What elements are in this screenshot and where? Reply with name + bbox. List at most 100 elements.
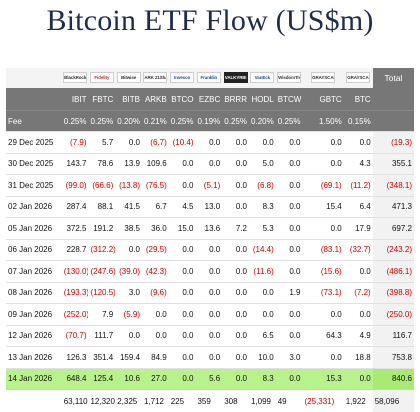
flow-cell-btc: 0.0 <box>344 132 373 154</box>
fee-btcw: 0.25% <box>276 111 303 132</box>
flow-cell-ezbc: 0.0 <box>195 239 222 261</box>
flow-cell-gbtc: (69.1) <box>302 175 343 197</box>
ticker-total-blank <box>373 88 414 111</box>
row-date: 31 Dec 2025 <box>6 175 62 197</box>
row-total-cell: 116.7 <box>373 325 414 347</box>
flow-cell-fbtc: 5.7 <box>88 132 115 154</box>
flow-cell-btc: 4.9 <box>344 325 373 347</box>
cumulative-total-btcw: 49 <box>276 390 303 412</box>
flow-cell-ibit: (130.0) <box>62 261 89 283</box>
totals-label-blank <box>6 390 62 412</box>
flow-cell-hodl: 5.3 <box>249 218 276 240</box>
row-date: 13 Jan 2026 <box>6 347 62 369</box>
ticker-gbtc: GBTC <box>302 88 343 111</box>
grayscale-gbtc-logo-icon: GRAYSCALE <box>311 72 335 83</box>
flow-cell-gbtc: 0.0 <box>302 304 343 326</box>
flow-cell-btcw: 0.0 <box>276 325 303 347</box>
flow-cell-btco: 15.0 <box>169 218 196 240</box>
blackrock-logo-icon: BlackRock <box>63 72 87 83</box>
flow-cell-ibit: (252.0) <box>62 304 89 326</box>
flow-cell-ibit: 287.4 <box>62 196 89 218</box>
flow-cell-brrr: 7.2 <box>222 218 249 240</box>
row-total-cell: 753.8 <box>373 347 414 369</box>
issuer-logo-row: BlackRock Fidelity Bitwise ARK 21Shares … <box>6 68 414 88</box>
fee-total-blank <box>373 111 414 132</box>
flow-cell-brrr: 0.0 <box>222 325 249 347</box>
ticker-btcw: BTCW <box>276 88 303 111</box>
logo-row-blank <box>6 68 62 88</box>
flow-cell-hodl: 5.0 <box>249 153 276 175</box>
flow-cell-btc: 18.8 <box>344 347 373 369</box>
fee-fbtc: 0.25% <box>88 111 115 132</box>
flow-cell-btco: 0.0 <box>169 347 196 369</box>
fee-btco: 0.25% <box>169 111 196 132</box>
flow-cell-brrr: 0.0 <box>222 153 249 175</box>
flow-cell-btco: 4.5 <box>169 196 196 218</box>
flow-cell-hodl: (14.4) <box>249 239 276 261</box>
flow-cell-hodl: 8.3 <box>249 196 276 218</box>
flow-cell-ezbc: 5.6 <box>195 368 222 390</box>
flow-cell-gbtc: 0.0 <box>302 347 343 369</box>
cumulative-total-fbtc: 12,320 <box>88 390 115 412</box>
flow-cell-gbtc: (73.1) <box>302 282 343 304</box>
flow-cell-hodl: 0.0 <box>249 304 276 326</box>
franklin-logo-icon: Franklin <box>197 72 221 83</box>
flow-cell-ibit: 126.3 <box>62 347 89 369</box>
flow-cell-btcw: 0.0 <box>276 261 303 283</box>
flow-cell-arkb: 0.0 <box>142 325 169 347</box>
row-date: 07 Jan 2026 <box>6 261 62 283</box>
flow-cell-ezbc: 13.6 <box>195 218 222 240</box>
row-date: 29 Dec 2025 <box>6 132 62 154</box>
vaneck-logo-icon: VanEck <box>250 72 274 83</box>
ticker-hodl: HODL <box>249 88 276 111</box>
flow-cell-arkb: (76.5) <box>142 175 169 197</box>
flow-cell-btc: 17.9 <box>344 218 373 240</box>
fee-hodl: 0.20% <box>249 111 276 132</box>
flow-cell-bitb: 0.0 <box>115 132 142 154</box>
cumulative-total-arkb: 1,712 <box>142 390 169 412</box>
row-total-cell: 840.6 <box>373 368 414 390</box>
table-row: 07 Jan 2026(130.0)(247.6)(39.0)(42.3)0.0… <box>6 261 414 283</box>
flow-cell-hodl: 0.0 <box>249 132 276 154</box>
total-column-header: Total <box>373 68 414 88</box>
row-date: 30 Dec 2025 <box>6 153 62 175</box>
grand-total-cell: 58,096 <box>373 390 414 412</box>
flow-cell-btco: 0.0 <box>169 325 196 347</box>
flow-cell-brrr: 0.0 <box>222 304 249 326</box>
wisdomtree-logo-icon: WisdomTree <box>277 72 301 83</box>
flow-cell-btco: 0.0 <box>169 261 196 283</box>
flow-cell-fbtc: (312.2) <box>88 239 115 261</box>
row-date: 08 Jan 2026 <box>6 282 62 304</box>
ticker-header-row: IBIT FBTC BITB ARKB BTCO EZBC BRRR HODL … <box>6 88 414 111</box>
flow-cell-ezbc: (5.1) <box>195 175 222 197</box>
flow-cell-btc: (32.7) <box>344 239 373 261</box>
flow-cell-gbtc: 15.4 <box>302 196 343 218</box>
row-total-cell: 471.3 <box>373 196 414 218</box>
bitwise-logo-icon: Bitwise <box>117 72 141 83</box>
flow-cell-brrr: 0.0 <box>222 196 249 218</box>
flow-cell-arkb: 0.0 <box>142 304 169 326</box>
row-total-cell: (243.2) <box>373 239 414 261</box>
flow-cell-brrr: 0.0 <box>222 282 249 304</box>
flow-cell-fbtc: 111.7 <box>88 325 115 347</box>
flow-cell-ezbc: 0.0 <box>195 153 222 175</box>
flow-cell-btco: 0.0 <box>169 282 196 304</box>
flow-cell-gbtc: 0.0 <box>302 153 343 175</box>
row-date: 06 Jan 2026 <box>6 239 62 261</box>
flow-cell-brrr: 0.0 <box>222 239 249 261</box>
flow-cell-ezbc: 0.0 <box>195 347 222 369</box>
flow-cell-ibit: 648.4 <box>62 368 89 390</box>
chart-title: Bitcoin ETF Flow (US$m) <box>0 4 420 38</box>
row-total-cell: 355.1 <box>373 153 414 175</box>
invesco-logo-icon: Invesco <box>170 72 194 83</box>
row-total-cell: 697.2 <box>373 218 414 240</box>
flow-cell-btc: (7.2) <box>344 282 373 304</box>
flow-cell-ibit: (99.0) <box>62 175 89 197</box>
flow-cell-btc: 0.0 <box>344 304 373 326</box>
